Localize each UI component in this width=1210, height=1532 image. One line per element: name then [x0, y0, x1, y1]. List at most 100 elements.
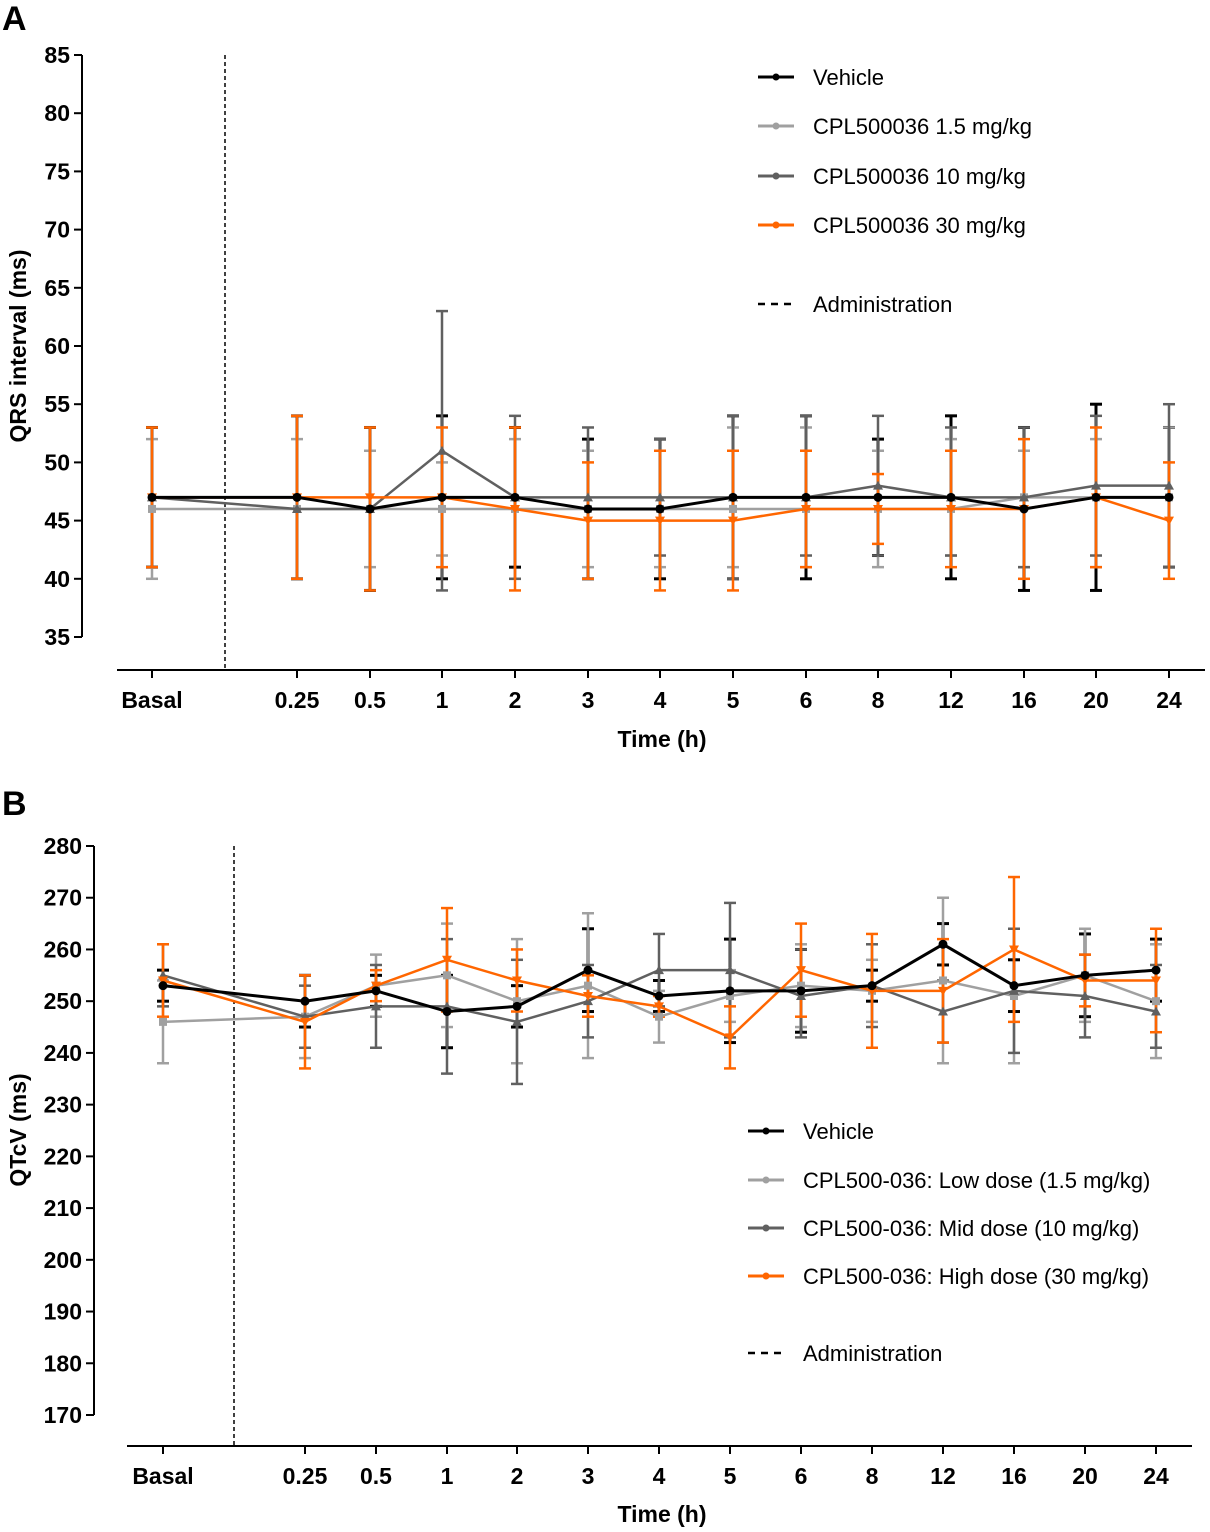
x-tick-label: 2 — [511, 1463, 524, 1489]
data-point-mid — [1019, 492, 1029, 502]
y-tick-label: 55 — [44, 391, 70, 417]
y-tick-label: 170 — [44, 1402, 82, 1428]
data-point-high — [728, 516, 738, 526]
x-tick-label: 8 — [866, 1463, 879, 1489]
x-tick-label: 20 — [1083, 687, 1109, 713]
data-point-low — [939, 976, 947, 985]
y-tick-label: 270 — [44, 885, 82, 911]
data-point-vehicle — [371, 986, 381, 996]
data-point-high — [1164, 516, 1174, 526]
data-point-mid — [654, 965, 664, 975]
y-tick-label: 50 — [44, 449, 70, 475]
data-point-vehicle — [796, 986, 806, 996]
data-point-high — [300, 1017, 310, 1027]
data-point-high — [583, 992, 593, 1002]
data-point-vehicle — [1080, 970, 1090, 980]
x-tick-label: 6 — [795, 1463, 808, 1489]
legend-marker-low — [772, 122, 780, 130]
x-tick-label: 24 — [1143, 1463, 1169, 1489]
panel-label: A — [2, 0, 27, 38]
data-point-high — [801, 504, 811, 514]
data-point-high — [510, 504, 520, 514]
x-tick-label: 20 — [1072, 1463, 1098, 1489]
x-tick-label: 8 — [872, 687, 885, 713]
legend-label-low: CPL500-036: Low dose (1.5 mg/kg) — [803, 1168, 1150, 1193]
y-tick-label: 35 — [44, 624, 70, 650]
data-point-mid — [371, 1001, 381, 1011]
data-point-low — [1152, 997, 1160, 1006]
legend-label-administration: Administration — [803, 1341, 942, 1366]
x-tick-label: Basal — [132, 1463, 193, 1489]
legend-label-low: CPL500036 1.5 mg/kg — [813, 114, 1032, 139]
y-axis-label: QTcV (ms) — [5, 1073, 31, 1186]
y-tick-label: 75 — [44, 158, 70, 184]
data-point-low — [443, 971, 451, 980]
series-line-high — [152, 496, 1170, 522]
series-line-mid — [162, 968, 1157, 1024]
data-point-high — [512, 976, 522, 986]
x-tick-label: 5 — [724, 1463, 737, 1489]
data-point-low — [726, 992, 734, 1001]
y-tick-label: 250 — [44, 988, 82, 1014]
data-point-vehicle — [938, 939, 948, 949]
legend-label-administration: Administration — [813, 292, 952, 317]
data-point-mid — [292, 503, 302, 513]
y-tick-label: 280 — [44, 833, 82, 859]
data-point-vehicle — [292, 492, 302, 502]
x-axis-label: Time (h) — [617, 726, 706, 752]
series-line-vehicle — [152, 495, 1169, 511]
data-point-mid — [1080, 991, 1090, 1001]
y-tick-label: 45 — [44, 508, 70, 534]
data-point-vehicle — [1151, 965, 1161, 975]
data-point-vehicle — [158, 981, 168, 991]
x-tick-label: 12 — [938, 687, 964, 713]
x-tick-label: 3 — [582, 1463, 595, 1489]
data-point-vehicle — [437, 492, 447, 502]
legend-label-vehicle: Vehicle — [813, 65, 884, 90]
y-tick-label: 200 — [44, 1247, 82, 1273]
data-point-mid — [583, 492, 593, 502]
data-point-vehicle — [1091, 492, 1101, 502]
x-tick-label: 3 — [582, 687, 595, 713]
legend-label-mid: CPL500-036: Mid dose (10 mg/kg) — [803, 1216, 1139, 1241]
data-point-vehicle — [801, 492, 811, 502]
y-tick-label: 80 — [44, 100, 70, 126]
x-tick-label: 5 — [727, 687, 740, 713]
legend-marker-high — [772, 221, 780, 229]
legend-marker-mid — [762, 1224, 770, 1232]
x-tick-label: 0.5 — [360, 1463, 392, 1489]
data-point-high — [583, 516, 593, 526]
y-tick-label: 40 — [44, 566, 70, 592]
legend-marker-vehicle — [762, 1127, 770, 1135]
data-point-mid — [655, 492, 665, 502]
legend-label-mid: CPL500036 10 mg/kg — [813, 164, 1026, 189]
legend-label-high: CPL500-036: High dose (30 mg/kg) — [803, 1264, 1149, 1289]
y-tick-label: 220 — [44, 1143, 82, 1169]
x-tick-label: 0.25 — [283, 1463, 328, 1489]
data-point-vehicle — [725, 986, 735, 996]
x-tick-label: Basal — [121, 687, 182, 713]
x-axis-label: Time (h) — [617, 1501, 706, 1527]
x-tick-label: 12 — [930, 1463, 956, 1489]
data-point-high — [938, 986, 948, 996]
data-point-vehicle — [442, 1007, 452, 1017]
data-point-vehicle — [512, 1001, 522, 1011]
x-tick-label: 1 — [441, 1463, 454, 1489]
legend-marker-vehicle — [772, 73, 780, 81]
data-point-high — [1151, 976, 1161, 986]
x-tick-label: 16 — [1011, 687, 1037, 713]
legend-marker-low — [762, 1176, 770, 1184]
data-point-high — [725, 1033, 735, 1043]
x-tick-label: 2 — [509, 687, 522, 713]
data-point-mid — [1164, 480, 1174, 490]
legend-label-vehicle: Vehicle — [803, 1119, 874, 1144]
data-point-high — [946, 504, 956, 514]
x-tick-label: 16 — [1001, 1463, 1027, 1489]
data-point-vehicle — [583, 965, 593, 975]
data-point-mid — [796, 991, 806, 1001]
y-tick-label: 190 — [44, 1299, 82, 1325]
data-point-mid — [938, 1006, 948, 1016]
data-point-mid — [1151, 1006, 1161, 1016]
data-point-mid — [1091, 480, 1101, 490]
y-tick-label: 230 — [44, 1092, 82, 1118]
